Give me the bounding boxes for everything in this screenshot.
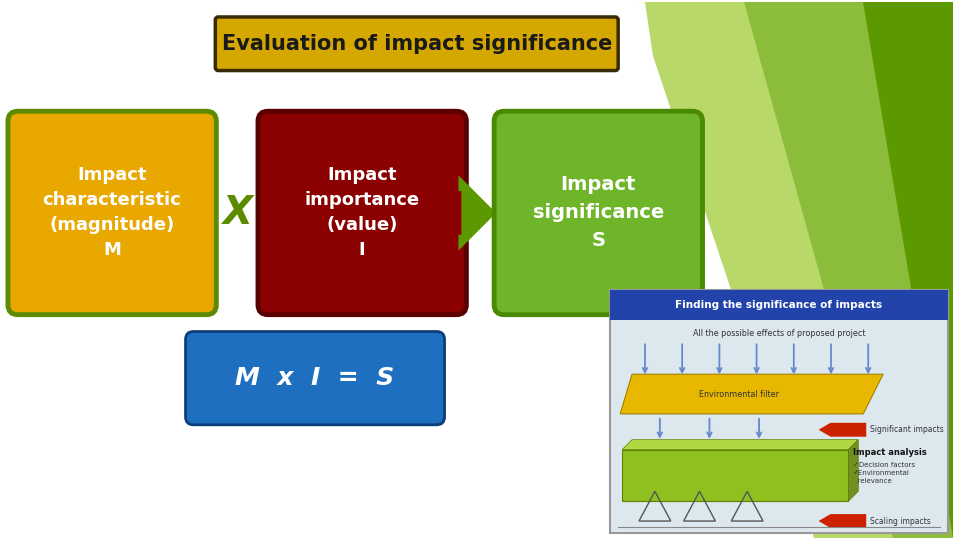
Polygon shape xyxy=(620,374,883,414)
Polygon shape xyxy=(459,176,496,251)
FancyBboxPatch shape xyxy=(494,111,703,315)
Text: Impact
characteristic
(magnitude)
M: Impact characteristic (magnitude) M xyxy=(43,166,181,259)
Text: Finding the significance of impacts: Finding the significance of impacts xyxy=(675,300,882,310)
FancyBboxPatch shape xyxy=(258,111,467,315)
Text: Environmental filter: Environmental filter xyxy=(699,389,780,399)
Polygon shape xyxy=(849,440,858,501)
FancyBboxPatch shape xyxy=(622,450,849,501)
Polygon shape xyxy=(586,2,725,538)
Polygon shape xyxy=(863,2,952,538)
Text: Impact
significance
S: Impact significance S xyxy=(533,176,664,251)
Polygon shape xyxy=(819,514,866,528)
Text: Significant impacts: Significant impacts xyxy=(870,426,944,434)
Text: M  x  I  =  S: M x I = S xyxy=(235,366,395,390)
Text: Evaluation of impact significance: Evaluation of impact significance xyxy=(222,34,612,54)
Text: Impact
importance
(value)
I: Impact importance (value) I xyxy=(304,166,420,259)
Text: X: X xyxy=(223,194,253,232)
Polygon shape xyxy=(622,440,858,450)
Text: Scaling impacts: Scaling impacts xyxy=(870,517,931,525)
FancyBboxPatch shape xyxy=(8,111,216,315)
Text: All the possible effects of proposed project: All the possible effects of proposed pro… xyxy=(693,329,865,338)
Polygon shape xyxy=(819,423,866,437)
Polygon shape xyxy=(636,2,952,538)
FancyBboxPatch shape xyxy=(611,290,948,320)
FancyBboxPatch shape xyxy=(215,17,618,71)
Text: ✓Decision factors
✓Environmental
  relevance: ✓Decision factors ✓Environmental relevan… xyxy=(853,462,915,483)
Text: Impact analysis: Impact analysis xyxy=(853,448,927,457)
FancyBboxPatch shape xyxy=(185,332,444,425)
FancyBboxPatch shape xyxy=(611,290,948,533)
Polygon shape xyxy=(744,2,952,538)
